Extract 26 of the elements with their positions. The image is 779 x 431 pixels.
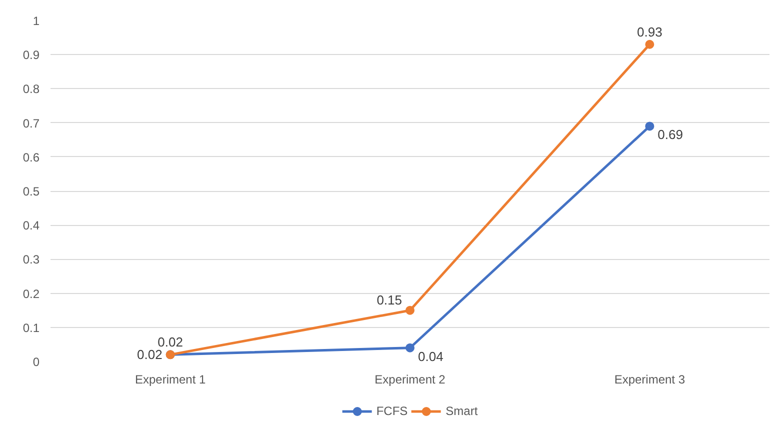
data-label: 0.15 <box>376 292 402 308</box>
y-tick-label: 0.5 <box>22 184 40 198</box>
x-tick-label: Experiment 2 <box>374 372 446 386</box>
data-label: 0.69 <box>658 127 683 142</box>
data-label: 0.02 <box>137 347 162 362</box>
y-tick-label: 1 <box>32 14 40 28</box>
point <box>645 122 654 131</box>
x-tick-label: Experiment 3 <box>614 372 686 386</box>
y-tick-label: 0.8 <box>22 82 40 96</box>
x-tick-label: Experiment 1 <box>134 372 206 386</box>
y-tick-label: 0.9 <box>22 48 40 62</box>
y-tick-label: 0 <box>32 355 40 369</box>
y-tick-label: 0.7 <box>22 116 40 130</box>
y-tick-label: 0.2 <box>22 286 40 301</box>
point <box>406 343 414 352</box>
legend-label: FCFS <box>376 404 408 418</box>
data-label: 0.93 <box>637 24 662 40</box>
data-label: 0.04 <box>418 348 444 364</box>
y-tick-label: 0.1 <box>22 320 40 335</box>
point <box>645 40 654 49</box>
data-label: 0.02 <box>158 334 183 350</box>
y-tick-label: 0.3 <box>22 252 40 267</box>
y-tick-label: 0.4 <box>22 218 40 233</box>
point <box>406 306 414 315</box>
y-tick-label: 0.6 <box>22 150 40 164</box>
legend-label: Smart <box>446 404 478 418</box>
